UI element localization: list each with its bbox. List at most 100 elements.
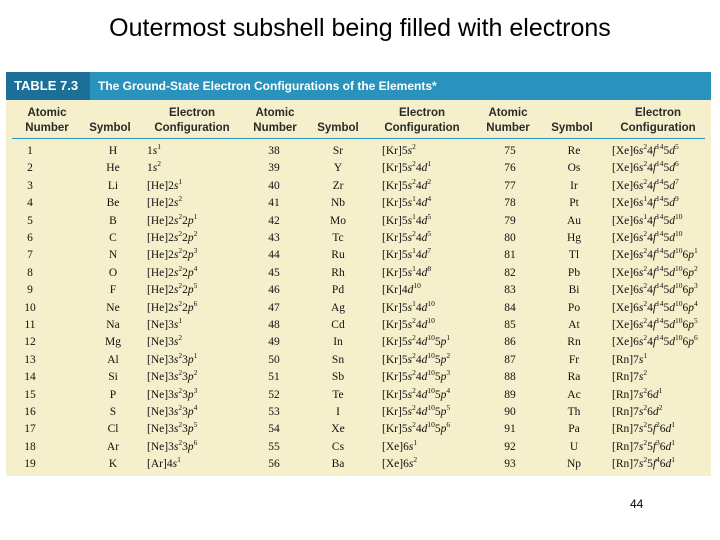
atomic-number-cell: 88 (504, 371, 516, 384)
atomic-number-cell: 4 (27, 197, 33, 210)
element-symbol-cell: Zr (332, 179, 344, 192)
electron-configuration-cell: [Ne]3s23p6 (147, 437, 198, 453)
element-symbol-cell: At (568, 319, 580, 331)
electron-configuration-cell: [Ne]3s23p5 (147, 420, 198, 436)
electron-configuration-cell: [Kr]5s24d105p6 (382, 420, 451, 436)
atomic-number-cell: 46 (268, 284, 280, 297)
electron-configuration-cell: [Ne]3s23p3 (147, 385, 198, 401)
electron-configuration-cell: [Xe]6s24f145d106p6 (612, 333, 698, 349)
atomic-number-cell: 17 (24, 423, 36, 436)
electron-configuration-cell: [Xe]6s2 (382, 455, 418, 471)
header-line: Atomic (27, 107, 67, 119)
atomic-number-cell: 39 (268, 162, 280, 175)
table-row: 12 Mg [Ne]3s2 49 In [Kr]5s24d105p1 86 Rn [Xe]6s2… (6, 334, 711, 351)
electron-configuration-cell: [He]2s22p4 (147, 263, 198, 279)
table-row: 8 O [He]2s22p4 45 Rh [Kr]5s14d8 82 Pb [Xe]6s24f1… (6, 265, 711, 282)
atomic-number-cell: 86 (504, 336, 516, 349)
element-symbol-cell: I (336, 406, 340, 418)
element-symbol-cell: F (109, 284, 117, 297)
electron-configuration-cell: [Xe]6s24f145d7 (612, 176, 679, 192)
atomic-number-cell: 91 (504, 423, 516, 436)
element-symbol-cell: Li (107, 179, 119, 192)
atomic-number-cell: 3 (27, 179, 33, 192)
electron-configuration-cell: [Kr]4d10 (382, 281, 421, 297)
header-line: Atomic (488, 107, 528, 119)
table-row: 2 He 1s2 39 Y [Kr]5s24d1 76 Os [Xe]6s24f145d6 (6, 160, 711, 177)
electron-configuration-cell: [He]2s22p3 (147, 246, 198, 262)
table-row: 18 Ar [Ne]3s23p6 55 Cs [Xe]6s1 92 U [Rn]7s25f36d… (6, 439, 711, 456)
atomic-number-cell: 40 (268, 179, 280, 192)
table-row: 17 Cl [Ne]3s23p5 54 Xe [Kr]5s24d105p6 91 Pa [Rn]… (6, 421, 711, 438)
electron-configuration-table: TABLE 7.3 The Ground-State Electron Conf… (6, 72, 711, 476)
header-line: Configuration (620, 122, 696, 134)
electron-configuration-cell: [Kr]5s24d105p5 (382, 403, 451, 418)
header-electron-configuration: Electron Configuration (608, 106, 708, 136)
table-row: 19 K [Ar]4s1 56 Ba [Xe]6s2 93 Np [Rn]7s25f46d1 (6, 456, 711, 473)
atomic-number-cell: 42 (268, 214, 280, 227)
table-row: 3 Li [He]2s1 40 Zr [Kr]5s24d2 77 Ir [Xe]6s24f145… (6, 178, 711, 195)
atomic-number-cell: 18 (24, 440, 36, 453)
element-symbol-cell: Sn (331, 353, 345, 366)
electron-configuration-cell: [Xe]6s24f145d106p2 (612, 263, 698, 279)
atomic-number-cell: 13 (24, 353, 36, 366)
header-line: Number (25, 122, 69, 134)
table-caption: The Ground-State Electron Configurations… (98, 79, 437, 93)
table-label: TABLE 7.3 (6, 72, 90, 100)
atomic-number-cell: 44 (268, 249, 280, 262)
atomic-number-cell: 16 (24, 406, 36, 418)
element-symbol-cell: Rh (331, 266, 345, 279)
atomic-number-cell: 93 (504, 458, 516, 471)
element-symbol-cell: Si (108, 371, 118, 384)
atomic-number-cell: 87 (504, 353, 516, 366)
electron-configuration-cell: 1s1 (147, 142, 161, 157)
element-symbol-cell: Re (567, 145, 581, 157)
atomic-number-cell: 10 (24, 301, 36, 314)
atomic-number-cell: 55 (268, 440, 280, 453)
atomic-number-cell: 5 (27, 214, 33, 227)
electron-configuration-cell: [Rn]7s1 (612, 350, 648, 366)
electron-configuration-cell: [Rn]7s26d2 (612, 403, 663, 418)
element-symbol-cell: Cd (331, 319, 345, 331)
element-symbol-cell: B (109, 214, 117, 227)
electron-configuration-cell: [Xe]6s14f145d9 (612, 194, 679, 210)
electron-configuration-cell: [Xe]6s24f145d6 (612, 159, 679, 175)
electron-configuration-cell: [Kr]5s24d2 (382, 176, 432, 192)
atomic-number-cell: 15 (24, 388, 36, 401)
electron-configuration-cell: [Rn]7s26d1 (612, 385, 663, 401)
element-symbol-cell: P (109, 388, 117, 401)
electron-configuration-cell: [Ne]3s23p2 (147, 368, 198, 384)
atomic-number-cell: 90 (504, 406, 516, 418)
table-row: 1 H 1s1 38 Sr [Kr]5s2 75 Re [Xe]6s24f145d5 (6, 143, 711, 160)
header-line: Configuration (154, 122, 230, 134)
element-symbol-cell: C (109, 232, 117, 244)
element-symbol-cell: S (109, 406, 117, 418)
electron-configuration-cell: [Ar]4s1 (147, 455, 181, 471)
header-line: Configuration (384, 122, 460, 134)
atomic-number-cell: 49 (268, 336, 280, 349)
header-symbol: Symbol (317, 122, 359, 134)
element-symbol-cell: K (108, 458, 118, 471)
electron-configuration-cell: [He]2s2 (147, 194, 183, 210)
element-symbol-cell: Ag (330, 301, 346, 314)
electron-configuration-cell: [Xe]6s24f145d106p1 (612, 246, 698, 262)
electron-configuration-cell: [Kr]5s24d105p1 (382, 333, 451, 349)
atomic-number-cell: 51 (268, 371, 280, 384)
element-symbol-cell: Nb (330, 197, 346, 210)
table-row: 5 B [He]2s22p1 42 Mo [Kr]5s14d5 79 Au [Xe]6s14f1… (6, 213, 711, 230)
element-symbol-cell: Bi (568, 284, 580, 297)
element-symbol-cell: Mg (105, 336, 121, 349)
electron-configuration-cell: [He]2s1 (147, 176, 183, 192)
electron-configuration-cell: [Kr]5s14d4 (382, 194, 432, 210)
element-symbol-cell: Ne (106, 301, 120, 314)
table-row: 11 Na [Ne]3s1 48 Cd [Kr]5s24d10 85 At [Xe]6s24f1… (6, 317, 711, 334)
header-line: Number (486, 122, 530, 134)
header-symbol: Symbol (89, 122, 131, 134)
atomic-number-cell: 56 (268, 458, 280, 471)
element-symbol-cell: In (333, 336, 343, 349)
atomic-number-cell: 19 (24, 458, 36, 471)
element-symbol-cell: Xe (331, 423, 345, 436)
element-symbol-cell: He (106, 162, 120, 175)
element-symbol-cell: Rn (567, 336, 581, 349)
element-symbol-cell: Ba (331, 458, 345, 471)
atomic-number-cell: 38 (268, 145, 280, 157)
